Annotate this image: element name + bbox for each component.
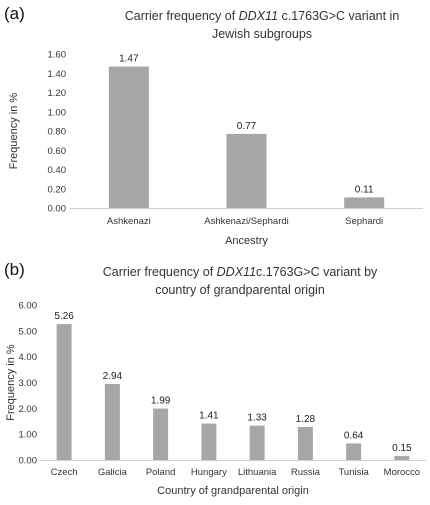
panel-b-ytick: 6.00 (19, 301, 38, 312)
panel-a-ytick: 0.40 (48, 165, 67, 176)
panel-b-category-label: Czech (51, 467, 78, 478)
panel-a-ytick: 1.60 (48, 50, 67, 61)
panel-b-title-line2: country of grandparental origin (155, 283, 325, 297)
panel-a-ytick: 0.60 (48, 146, 67, 157)
panel-b-bar (297, 426, 313, 460)
panel-a-ytick: 0.20 (48, 184, 67, 195)
panel-b-y-axis-title: Frequency in % (5, 344, 17, 421)
panel-b-bar (346, 443, 362, 460)
panel-b-ytick: 2.00 (19, 404, 38, 415)
panel-a-title-line2: Jewish subgroups (212, 27, 312, 41)
panel-b-data-label: 1.99 (151, 396, 171, 407)
panel-b-letter: (b) (4, 260, 25, 279)
panel-a-title-line1: Carrier frequency of DDX11 c.1763G>C var… (125, 9, 400, 23)
panel-b-data-label: 0.15 (392, 443, 412, 454)
panel-a-bar (344, 197, 385, 208)
panel-a-y-axis-title: Frequency in % (8, 93, 20, 170)
panel-b-bar (249, 425, 265, 460)
panel-a-data-label: 0.77 (237, 121, 257, 132)
panel-a-category-label: Ashkenazi/Sephardi (204, 216, 289, 227)
panel-a-ytick: 1.20 (48, 88, 67, 99)
panel-b-title-part-1: DDX11 (217, 265, 256, 279)
panel-b-ytick: 5.00 (19, 326, 38, 337)
panel-b-data-label: 1.41 (199, 411, 219, 422)
panel-a-x-axis-title: Ancestry (225, 235, 268, 247)
panel-b-bar (153, 408, 169, 460)
panel-a-title-part-1: DDX11 (239, 9, 278, 23)
panel-a-letter: (a) (4, 4, 25, 23)
panel-a-category-label: Sephardi (345, 216, 383, 227)
panel-b-bar (394, 456, 410, 460)
panel-a-title-part-2: c.1763G>C variant in (278, 9, 399, 23)
panel-b-category-label: Hungary (191, 467, 227, 478)
panel-b-x-axis-title: Country of grandparental origin (157, 485, 309, 497)
panel-a-data-label: 0.11 (355, 184, 374, 195)
panel-a-ytick: 1.40 (48, 69, 67, 80)
panel-b-ytick: 4.00 (19, 352, 38, 363)
panel-a-bar (108, 66, 149, 208)
panel-a-ytick: 0.00 (48, 204, 67, 215)
panel-a-bar (226, 133, 267, 208)
panel-b-data-label: 1.33 (247, 413, 267, 424)
panel-b-title-part-0: Carrier frequency of (103, 265, 217, 279)
panel-b-category-label: Poland (146, 467, 176, 478)
panel-b-category-label: Galicia (98, 467, 128, 478)
panel-b-data-label: 5.26 (54, 311, 74, 322)
panel-b-bar (201, 423, 217, 460)
panel-a-category-label: Ashkenazi (107, 216, 151, 227)
panel-a-ytick: 1.00 (48, 107, 67, 118)
panel-b-ytick: 3.00 (19, 378, 38, 389)
panel-a-ytick: 0.80 (48, 127, 67, 138)
panel-b-data-label: 0.64 (344, 430, 364, 441)
panel-b-title-part-2: c.1763G>C variant by (256, 265, 378, 279)
panel-a-title-part-0: Carrier frequency of (125, 9, 239, 23)
panel-b-bar (104, 384, 120, 460)
panel-b-bar (56, 324, 72, 460)
panel-b-ytick: 0.00 (19, 456, 38, 467)
panel-b-ytick: 1.00 (19, 430, 38, 441)
panel-b-category-label: Russia (291, 467, 321, 478)
panel-b-data-label: 2.94 (103, 371, 123, 382)
panel-b-title-line1: Carrier frequency of DDX11c.1763G>C vari… (103, 265, 378, 279)
panel-b-category-label: Morocco (384, 467, 420, 478)
panel-b-category-label: Lithuania (238, 467, 277, 478)
panel-b-category-label: Tunisia (338, 467, 369, 478)
panel-b-data-label: 1.28 (296, 414, 316, 425)
panel-a-data-label: 1.47 (119, 54, 139, 65)
